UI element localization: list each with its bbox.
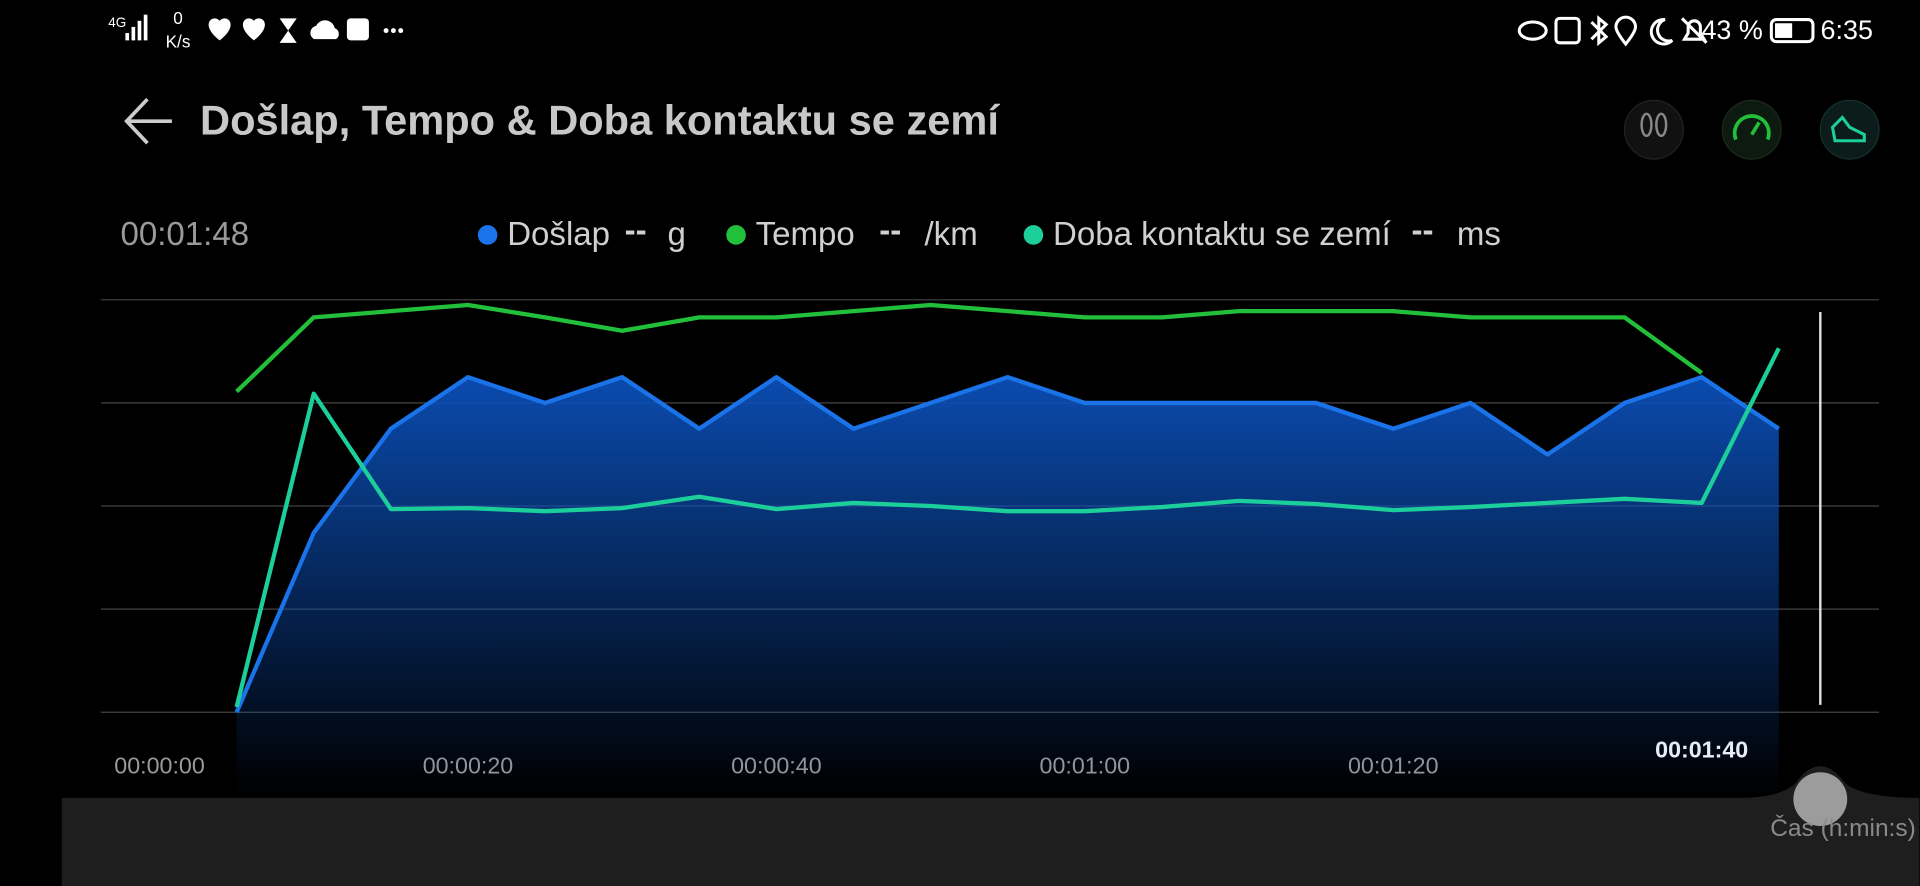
tab-icons[interactable]: [1623, 99, 1880, 160]
area: [236, 377, 1779, 796]
status-bar: 4G 0 K/s 43 % 6:35: [108, 8, 1873, 51]
back-button[interactable]: [124, 97, 172, 145]
speed-value: 0: [173, 8, 183, 28]
legend-unit: /km: [925, 216, 978, 253]
legend-dot: [1023, 225, 1044, 245]
x-axis-label: Čas (h:min:s): [1770, 814, 1915, 842]
clock: 6:35: [1821, 15, 1873, 45]
line: [235, 302, 1703, 394]
legend-unit: ms: [1457, 216, 1501, 253]
speed-unit: K/s: [166, 31, 191, 51]
x-tick-label: 00:00:00: [114, 752, 205, 778]
legend-dot: [726, 225, 746, 245]
legend-reading: --: [625, 212, 647, 249]
legend-name: Tempo: [756, 216, 855, 253]
notification-icons: [208, 18, 404, 43]
legend-dot: [477, 225, 498, 245]
signal-icon: [125, 14, 148, 41]
page-title: Došlap, Tempo & Doba kontaktu se zemí: [200, 97, 1000, 144]
battery-level: [1775, 23, 1793, 38]
legend-reading: --: [1412, 212, 1434, 249]
legend-name: Doba kontaktu se zemí: [1053, 216, 1392, 253]
bottom-panel: [61, 766, 1920, 886]
line: [234, 347, 1781, 708]
legend-name: Došlap: [507, 216, 610, 253]
legend-unit: g: [668, 216, 686, 253]
system-icons: [1517, 15, 1815, 47]
plot: 00:00:0000:00:2000:00:4000:01:0000:01:20…: [100, 299, 1880, 796]
line: [234, 375, 1780, 714]
legend-reading: --: [879, 212, 901, 249]
battery: 43 %: [1701, 15, 1762, 45]
legend: Došlap -- g Tempo -- /km Doba kontaktu s…: [477, 212, 1501, 253]
network: 4G: [108, 15, 126, 30]
timestamp: 00:01:48: [121, 216, 250, 253]
scrubber-knob[interactable]: [1793, 772, 1848, 827]
